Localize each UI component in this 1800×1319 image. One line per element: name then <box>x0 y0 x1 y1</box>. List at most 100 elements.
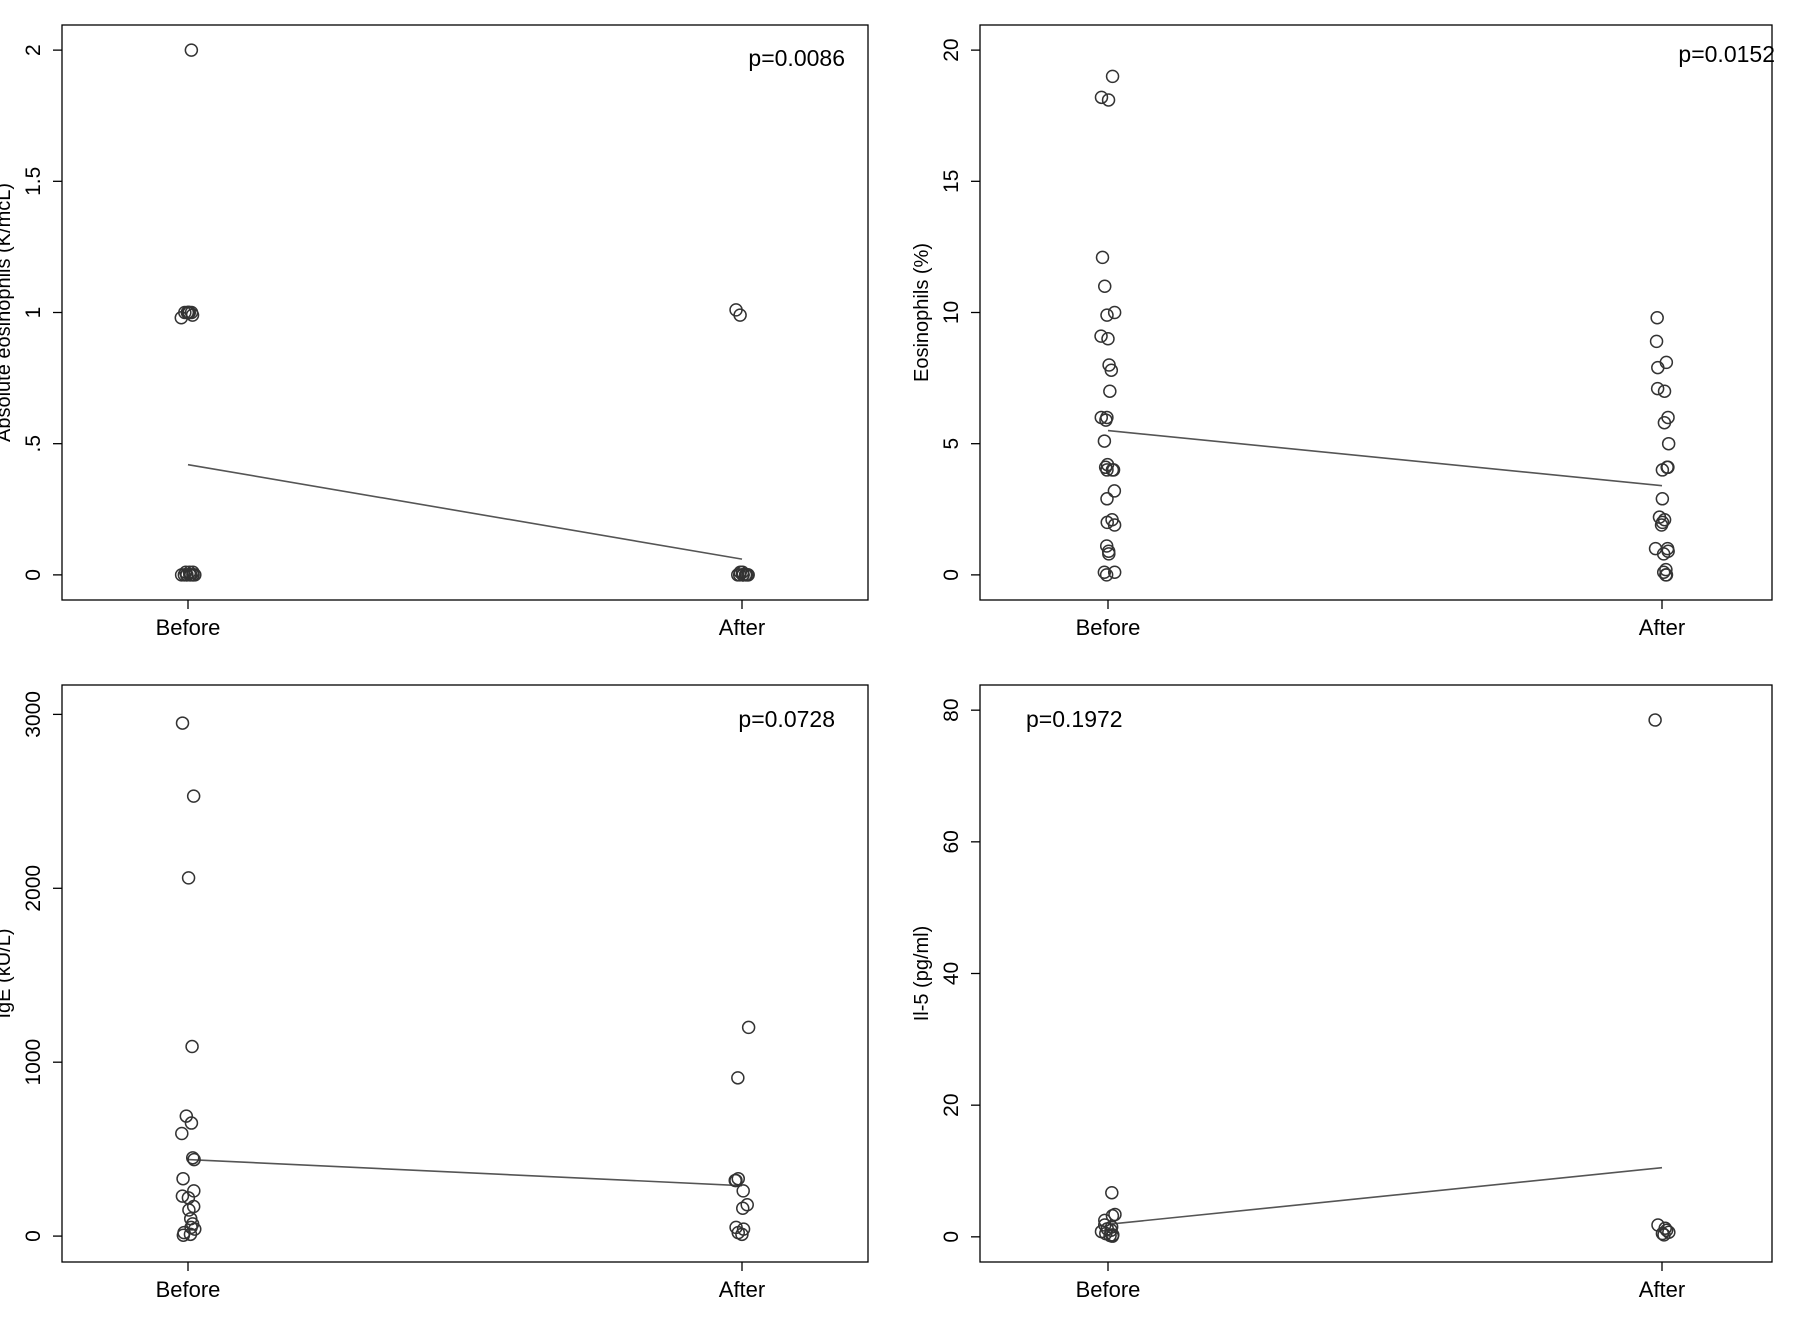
data-point-before <box>175 1189 190 1203</box>
data-point-before <box>1100 492 1114 506</box>
data-point-before <box>183 1227 198 1242</box>
data-point-after <box>731 1071 745 1085</box>
data-point-after <box>1649 334 1664 349</box>
data-point-before <box>184 43 199 57</box>
data-point-before <box>1100 308 1114 322</box>
x-tick-label-before: Before <box>156 615 221 640</box>
data-point-before <box>176 1228 191 1242</box>
data-point-after <box>1650 381 1665 396</box>
y-tick-label: 80 <box>940 698 963 721</box>
y-tick-label: 0 <box>940 1231 963 1243</box>
data-point-before <box>175 1126 189 1141</box>
x-tick-label-before: Before <box>156 1277 221 1302</box>
data-point-before <box>1095 250 1110 265</box>
data-point-after <box>729 1173 743 1188</box>
data-point-before <box>179 1109 194 1123</box>
mean-connector-line <box>1107 1166 1663 1226</box>
y-tick-label: 1000 <box>22 1039 45 1086</box>
y-tick-label: 20 <box>940 1093 963 1116</box>
y-tick-label: 2 <box>22 44 45 56</box>
data-point-before <box>1099 568 1114 582</box>
y-tick-label: .5 <box>22 435 45 453</box>
data-point-before <box>1100 515 1114 530</box>
data-point-before <box>1107 305 1122 320</box>
data-point-before <box>1094 90 1109 105</box>
p-value-annotation: p=0.1972 <box>1026 706 1123 732</box>
y-tick-label: 40 <box>940 962 963 985</box>
data-point-before <box>1099 413 1113 427</box>
y-axis-label: Absolute eosinophils (K/mcL) <box>0 183 15 442</box>
data-point-after <box>1659 355 1674 370</box>
data-point-after <box>740 1198 754 1212</box>
data-point-before <box>185 1151 200 1165</box>
y-axis-label: IgE (kU/L) <box>0 928 15 1018</box>
data-point-after <box>1656 547 1671 561</box>
y-tick-label: 15 <box>940 170 963 193</box>
data-point-after <box>1657 415 1672 430</box>
mean-connector-line <box>1107 429 1663 487</box>
x-tick-label-after: After <box>719 615 765 640</box>
data-point-after <box>1651 360 1665 375</box>
chart-panel-3: 0 1000 2000 3000 Before After IgE (kU/L) p=0.07… <box>0 684 869 1302</box>
y-tick-label: 60 <box>940 830 963 853</box>
data-point-after <box>1655 492 1670 506</box>
y-tick-label: 10 <box>940 301 963 324</box>
y-tick-label: 1 <box>22 307 45 319</box>
data-point-before <box>1107 518 1122 532</box>
data-point-after <box>1659 562 1673 577</box>
mean-connector-line <box>187 1158 743 1187</box>
y-tick-label: 0 <box>940 569 963 581</box>
data-point-after <box>1661 460 1675 475</box>
data-point-before <box>1105 1229 1120 1243</box>
x-tick-label-before: Before <box>1076 1277 1141 1302</box>
data-point-before <box>1105 69 1120 84</box>
data-point-after <box>736 1184 750 1198</box>
data-point-after <box>731 1171 746 1186</box>
data-point-before <box>1103 384 1117 398</box>
y-tick-label: 0 <box>22 1230 45 1242</box>
data-point-after <box>735 1227 749 1242</box>
data-point-before <box>176 1171 190 1186</box>
data-point-before <box>1097 565 1112 580</box>
data-point-after <box>1655 1226 1670 1241</box>
data-point-before <box>1097 434 1112 448</box>
data-point-after <box>1654 518 1669 532</box>
p-value-annotation: p=0.0728 <box>738 706 835 732</box>
y-tick-label: 20 <box>940 38 963 61</box>
data-point-after <box>1656 565 1671 580</box>
p-value-annotation: p=0.0086 <box>748 45 845 71</box>
data-point-after <box>731 568 745 582</box>
data-point-after <box>738 568 753 582</box>
mean-connector-line <box>187 463 743 560</box>
data-point-after <box>736 1201 750 1216</box>
data-point-before <box>1105 1209 1120 1223</box>
x-tick-label-after: After <box>719 1277 765 1302</box>
data-point-before <box>1102 547 1116 561</box>
y-axis-label: Il-5 (pg/ml) <box>911 926 933 1022</box>
y-tick-label: 3000 <box>22 691 45 738</box>
data-point-before <box>183 568 197 582</box>
data-point-after <box>741 1020 756 1035</box>
data-point-after <box>1648 713 1662 727</box>
plot-frame <box>979 684 1773 1263</box>
data-point-before <box>1101 331 1115 346</box>
data-point-before <box>182 305 197 320</box>
chart-panel-2: 0 5 10 15 20 Before After Eosinophils (%) p=0.01… <box>911 24 1775 640</box>
data-point-after <box>1659 568 1674 582</box>
y-tick-label: 0 <box>22 569 45 581</box>
data-point-before <box>187 1152 201 1167</box>
data-point-before <box>181 871 196 885</box>
data-point-after <box>1657 1228 1671 1242</box>
chart-panel-4: 0 20 40 60 80 Before After Il-5 (pg/ml) p=0.1972 <box>911 684 1773 1302</box>
y-tick-label: 5 <box>940 438 963 450</box>
x-tick-label-before: Before <box>1076 615 1141 640</box>
data-point-before <box>175 716 190 730</box>
data-point-before <box>1101 93 1116 107</box>
data-point-before <box>1097 279 1112 294</box>
data-point-before <box>174 568 189 582</box>
data-point-before <box>185 1039 199 1054</box>
x-tick-label-after: After <box>1639 615 1685 640</box>
data-point-before <box>1104 363 1119 377</box>
data-point-before <box>182 1203 196 1217</box>
